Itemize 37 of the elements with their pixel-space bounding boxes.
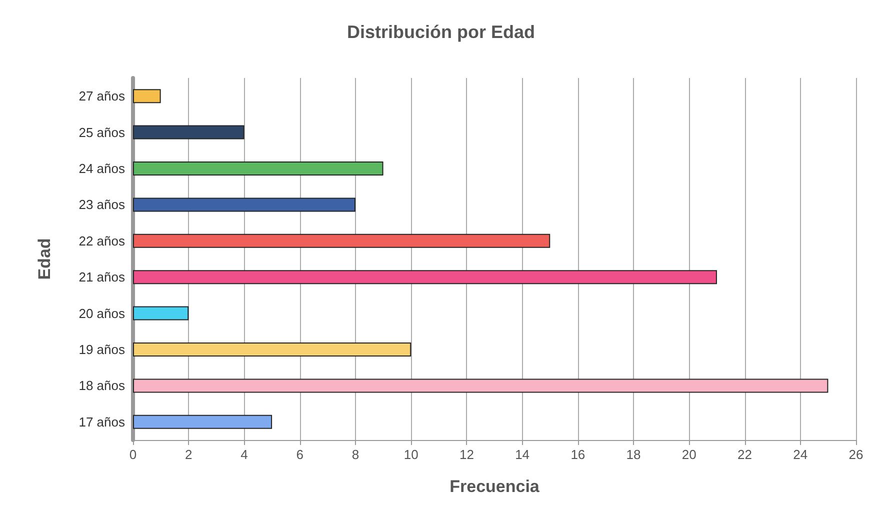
- x-tick-label: 20: [682, 447, 696, 462]
- bar: [133, 162, 384, 176]
- x-tick-label: 22: [738, 447, 752, 462]
- x-axis-title: Frecuencia: [450, 477, 540, 496]
- x-tick-label: 12: [459, 447, 474, 462]
- x-tick-label: 18: [626, 447, 641, 462]
- bar: [133, 306, 189, 320]
- y-tick-label: 19 años: [78, 342, 126, 357]
- bar: [133, 414, 272, 429]
- y-tick-label: 22 años: [78, 233, 126, 248]
- y-tick-label: 18 años: [78, 378, 126, 394]
- y-tick-label: 24 años: [78, 161, 126, 176]
- bar: [133, 198, 356, 212]
- bar: [133, 125, 244, 140]
- x-tick-label: 16: [570, 447, 586, 462]
- chart-title: Distribución por Edad: [346, 22, 536, 42]
- y-tick-label: 20 años: [78, 306, 126, 321]
- x-tick-label: 2: [185, 447, 192, 462]
- x-tick-label: 0: [129, 447, 137, 462]
- y-axis-title: Edad: [35, 238, 54, 280]
- y-tick-label: 25 años: [78, 124, 126, 140]
- y-tick-label: 23 años: [78, 197, 126, 212]
- y-tick-label: 17 años: [78, 414, 126, 430]
- x-tick-label: 4: [240, 447, 248, 462]
- x-tick-label: 14: [515, 447, 530, 462]
- x-tick-label: 6: [296, 447, 304, 462]
- x-tick-label: 10: [404, 447, 418, 462]
- x-tick-label: 26: [848, 447, 864, 462]
- bar: [133, 234, 550, 248]
- bar: [133, 89, 161, 104]
- y-tick-label: 27 años: [78, 88, 126, 104]
- bar: [133, 378, 828, 393]
- x-tick-label: 8: [352, 447, 360, 462]
- bar: [133, 270, 717, 284]
- x-tick-label: 24: [793, 447, 808, 462]
- bar: [133, 342, 412, 356]
- y-tick-label: 21 años: [78, 270, 126, 285]
